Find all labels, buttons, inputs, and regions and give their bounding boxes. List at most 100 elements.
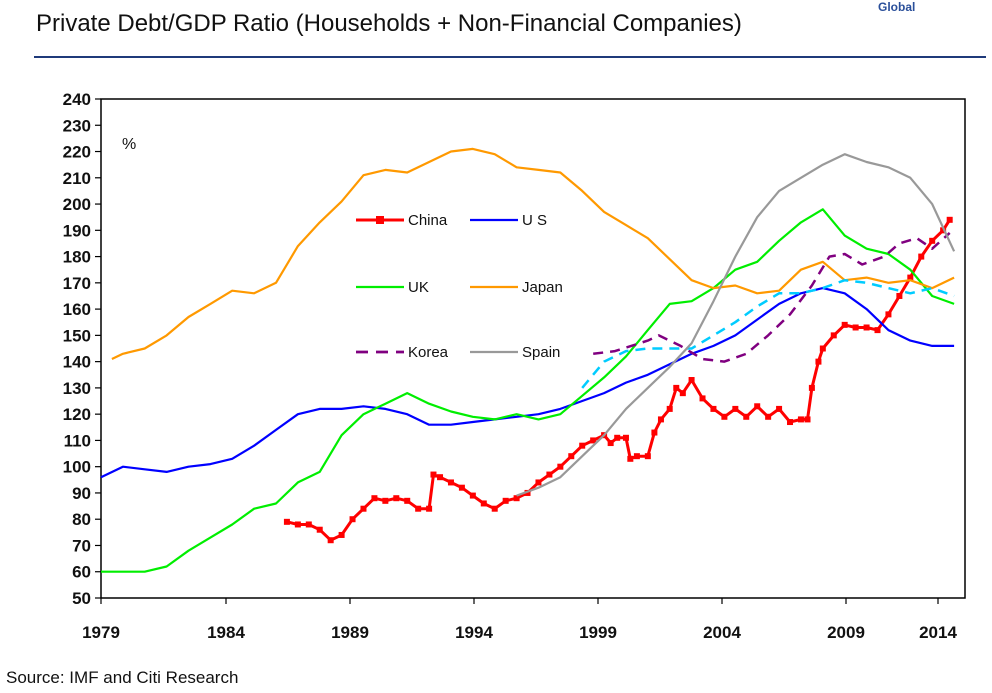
x-tick-label: 2014 [919, 623, 957, 642]
china-point [491, 505, 498, 512]
y-tick-label: 170 [63, 274, 91, 293]
legend-label-korea: Korea [408, 344, 449, 361]
china-point [469, 492, 476, 499]
china-point [852, 324, 859, 331]
x-tick-label: 2009 [827, 623, 865, 642]
china-point [579, 442, 586, 449]
china-point [644, 453, 651, 460]
china-point [666, 405, 673, 412]
china-point [808, 384, 815, 391]
legend-label-japan: Japan [522, 279, 563, 296]
y-tick-label: 140 [63, 353, 91, 372]
china-point [699, 395, 706, 402]
china-point [338, 531, 345, 538]
china-point [765, 413, 772, 420]
china-point [627, 455, 634, 462]
china-point [546, 471, 553, 478]
china-point [568, 453, 575, 460]
china-point [426, 505, 433, 512]
series-line-korea [593, 231, 951, 363]
china-point [513, 495, 520, 502]
legend-label-us: U S [522, 212, 547, 229]
y-tick-label: 130 [63, 379, 91, 398]
y-tick-label: 50 [72, 589, 91, 608]
china-point [776, 405, 783, 412]
china-point [327, 537, 334, 544]
y-tick-label: 150 [63, 326, 91, 345]
y-tick-label: 60 [72, 563, 91, 582]
legend-label-uk: UK [408, 279, 429, 296]
y-tick-label: 160 [63, 300, 91, 319]
y-tick-label: 180 [63, 248, 91, 267]
x-tick-label: 2004 [703, 623, 741, 642]
china-point [480, 500, 487, 507]
china-point [415, 505, 422, 512]
china-point [907, 274, 914, 281]
china-point [673, 384, 680, 391]
series-line-unlabelled [581, 278, 955, 389]
china-point [721, 413, 728, 420]
china-point [360, 505, 367, 512]
china-point [404, 497, 411, 504]
china-point [841, 321, 848, 328]
china-point [294, 521, 301, 528]
y-tick-label: 230 [63, 116, 91, 135]
china-point [754, 403, 761, 410]
y-tick-label: 120 [63, 405, 91, 424]
china-point [447, 479, 454, 486]
china-point [918, 253, 925, 260]
china-point [535, 479, 542, 486]
china-point [371, 495, 378, 502]
china-point [787, 419, 794, 426]
legend-marker [376, 216, 384, 224]
china-point [863, 324, 870, 331]
china-point [614, 434, 621, 441]
china-point [349, 516, 356, 523]
china-point [819, 345, 826, 352]
china-point [430, 471, 437, 478]
china-point [458, 484, 465, 491]
chart-title: Private Debt/GDP Ratio (Households + Non… [36, 10, 742, 37]
y-tick-label: 220 [63, 143, 91, 162]
y-tick-label: 110 [64, 431, 91, 450]
china-point [316, 526, 323, 533]
unit-label: % [122, 136, 136, 153]
series-line-uk [101, 208, 955, 573]
y-tick-label: 190 [63, 221, 91, 240]
china-point [283, 518, 290, 525]
china-point [437, 474, 444, 481]
series-line-spain [516, 153, 956, 497]
global-tag: Global [878, 0, 916, 14]
china-point [622, 434, 629, 441]
china-point [657, 416, 664, 423]
china-point [732, 405, 739, 412]
source-note: Source: IMF and Citi Research [6, 668, 239, 687]
china-point [710, 405, 717, 412]
y-tick-label: 70 [72, 536, 91, 555]
y-tick-label: 210 [63, 169, 91, 188]
china-point [651, 429, 658, 436]
china-point [940, 227, 947, 234]
china-point [688, 377, 695, 384]
china-point [557, 463, 564, 470]
x-tick-label: 1989 [331, 623, 369, 642]
china-point [305, 521, 312, 528]
china-point [896, 292, 903, 299]
china-point [524, 489, 531, 496]
china-point [743, 413, 750, 420]
china-point [929, 237, 936, 244]
y-tick-label: 90 [72, 484, 91, 503]
china-point [393, 495, 400, 502]
china-point [590, 437, 597, 444]
y-tick-label: 80 [72, 510, 91, 529]
legend-label-china: China [408, 212, 448, 229]
y-tick-label: 200 [63, 195, 91, 214]
china-point [830, 332, 837, 339]
x-tick-label: 1979 [82, 623, 120, 642]
x-tick-label: 1994 [455, 623, 493, 642]
china-point [815, 358, 822, 365]
title-divider [34, 56, 986, 58]
china-point [679, 390, 686, 397]
china-point [804, 416, 811, 423]
